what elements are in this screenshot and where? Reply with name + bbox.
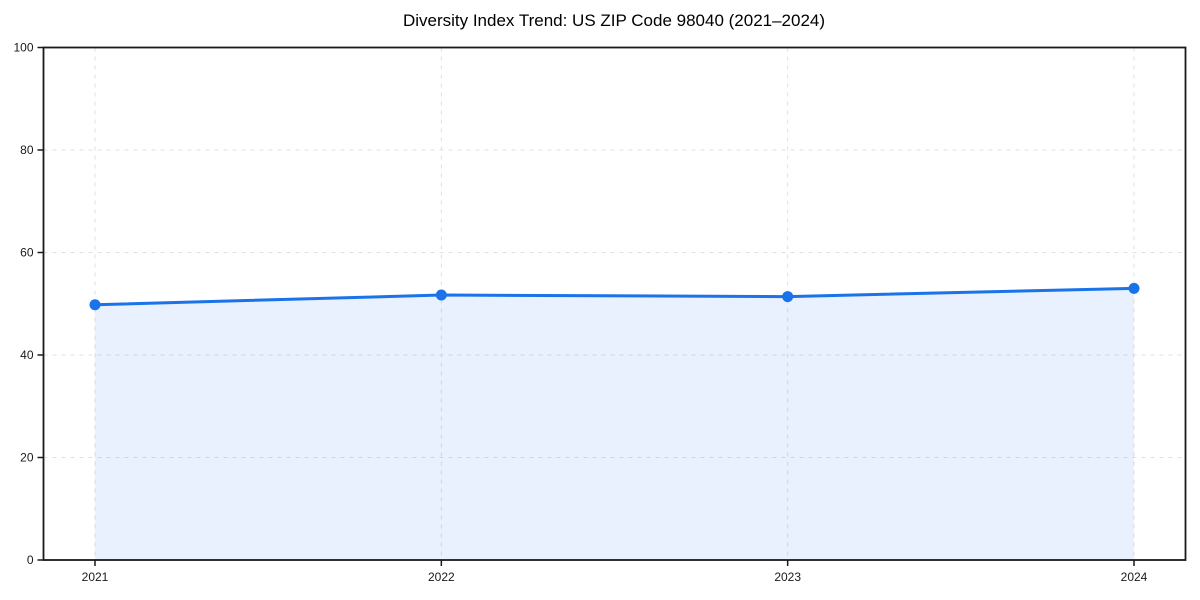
y-tick-label: 60 [20,246,34,260]
line-layer [93,286,1136,307]
marker-layer [89,282,1140,311]
data-point-2023 [782,291,794,303]
y-tick-label: 0 [27,553,34,567]
data-point-2021 [89,299,101,311]
x-tick-label: 2024 [1121,570,1148,584]
trend-line [93,286,1136,307]
plot-border [42,46,1187,561]
chart-title: Diversity Index Trend: US ZIP Code 98040… [403,11,825,30]
area-fill [95,288,1134,560]
x-tick-label: 2023 [774,570,801,584]
area-layer [95,288,1134,560]
x-tick-label: 2022 [428,570,455,584]
y-tick-label: 80 [20,143,34,157]
data-point-2022 [435,289,447,301]
tick-layer: 0 20 40 60 80 100 2021 2022 2023 2024 [13,41,1147,584]
spine-layer [42,46,1187,561]
data-point-2024 [1128,282,1140,294]
y-tick-label: 40 [20,348,34,362]
y-tick-label: 100 [13,41,33,55]
x-tick-label: 2021 [82,570,109,584]
y-tick-label: 20 [20,451,34,465]
